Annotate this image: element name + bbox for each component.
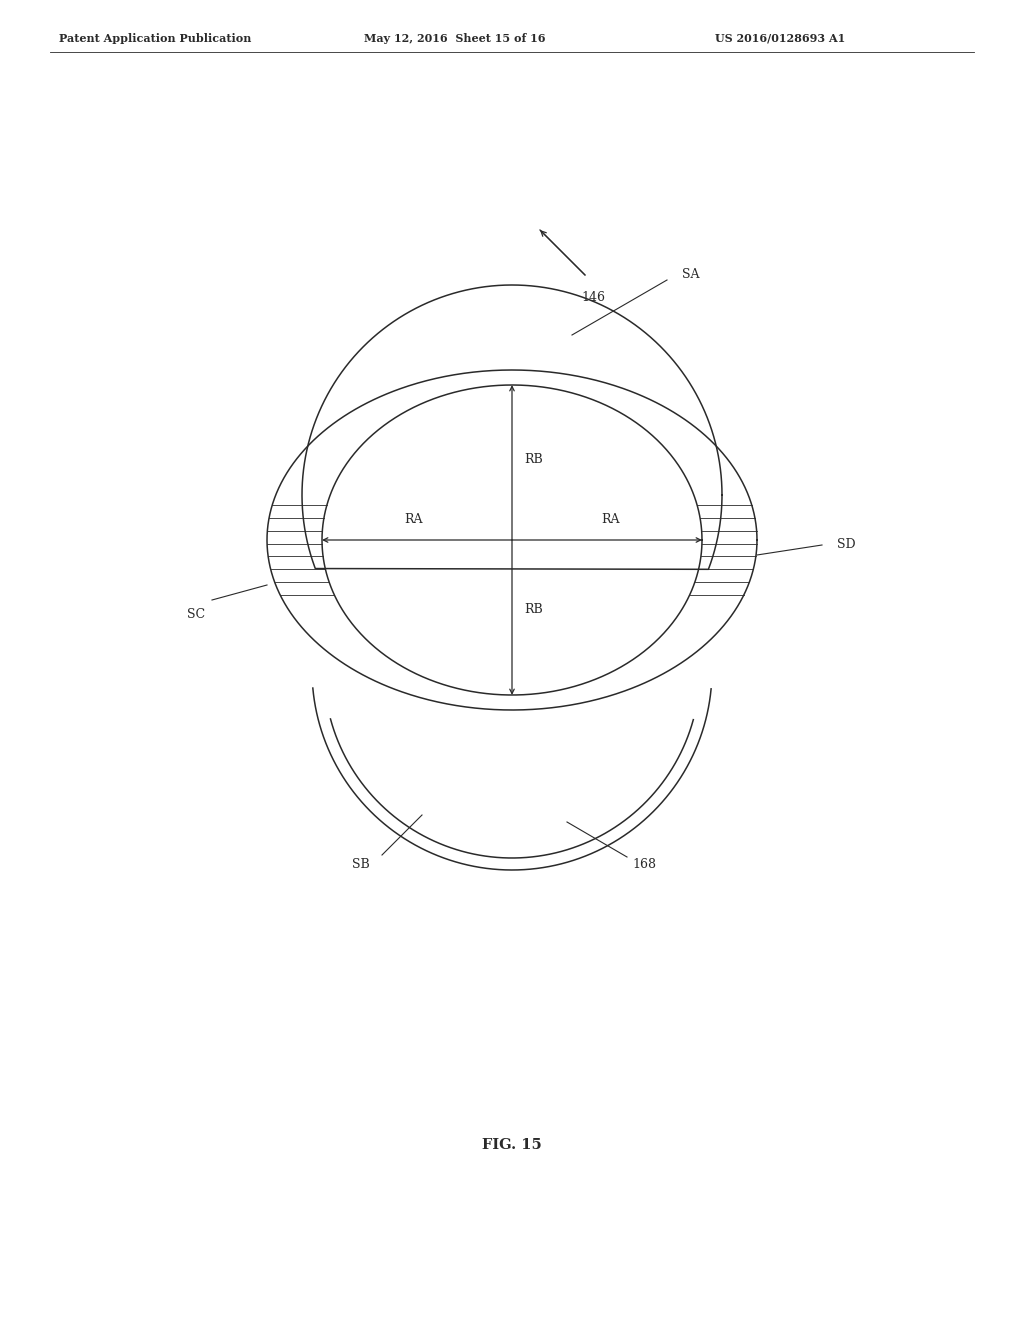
Text: FIG. 15: FIG. 15 xyxy=(482,1138,542,1152)
Text: RA: RA xyxy=(403,513,423,525)
Text: SD: SD xyxy=(837,539,856,552)
Text: SC: SC xyxy=(187,609,205,622)
Text: Patent Application Publication: Patent Application Publication xyxy=(58,33,251,44)
Text: 168: 168 xyxy=(632,858,656,871)
Text: RB: RB xyxy=(524,603,543,616)
Text: SB: SB xyxy=(352,858,370,871)
Text: SA: SA xyxy=(682,268,699,281)
Text: RB: RB xyxy=(524,453,543,466)
Text: US 2016/0128693 A1: US 2016/0128693 A1 xyxy=(715,33,845,44)
Text: May 12, 2016  Sheet 15 of 16: May 12, 2016 Sheet 15 of 16 xyxy=(365,33,546,44)
Text: RA: RA xyxy=(601,513,621,525)
Text: 146: 146 xyxy=(581,290,605,304)
